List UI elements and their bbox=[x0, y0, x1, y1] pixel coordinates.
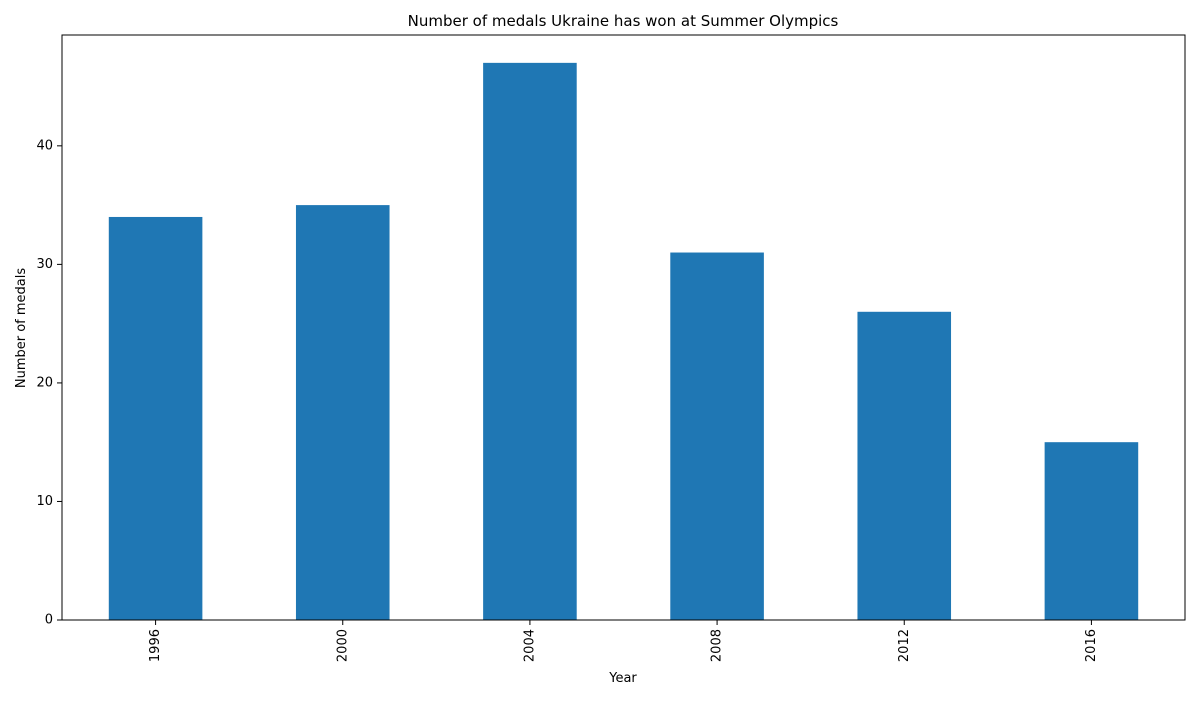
y-axis: 0 10 20 30 40 bbox=[36, 138, 62, 628]
y-tick-label-40: 40 bbox=[36, 138, 53, 153]
x-axis-label: Year bbox=[608, 671, 637, 686]
x-tick-label-2012: 2012 bbox=[897, 629, 912, 662]
y-tick-label-10: 10 bbox=[36, 494, 53, 509]
bar-2008 bbox=[670, 252, 764, 620]
y-tick-label-0: 0 bbox=[45, 613, 53, 628]
y-axis-label: Number of medals bbox=[14, 268, 29, 389]
x-tick-label-2004: 2004 bbox=[522, 629, 537, 662]
y-tick-label-20: 20 bbox=[36, 375, 53, 390]
bar-2012 bbox=[857, 311, 952, 620]
plot-area bbox=[108, 62, 1139, 621]
x-tick-label-1996: 1996 bbox=[148, 629, 163, 662]
x-tick-label-2008: 2008 bbox=[710, 629, 725, 662]
x-tick-label-2016: 2016 bbox=[1084, 629, 1099, 662]
bar-1996 bbox=[108, 216, 203, 620]
plot-frame bbox=[61, 34, 1186, 621]
bar-2004 bbox=[483, 62, 577, 621]
x-tick-label-2000: 2000 bbox=[335, 629, 350, 662]
bar-2000 bbox=[295, 205, 390, 620]
bar-2016 bbox=[1044, 442, 1139, 620]
chart-title: Number of medals Ukraine has won at Summ… bbox=[408, 12, 839, 30]
x-axis: 1996 2000 2004 2008 2012 2016 bbox=[148, 620, 1099, 662]
y-tick-label-30: 30 bbox=[36, 257, 53, 272]
